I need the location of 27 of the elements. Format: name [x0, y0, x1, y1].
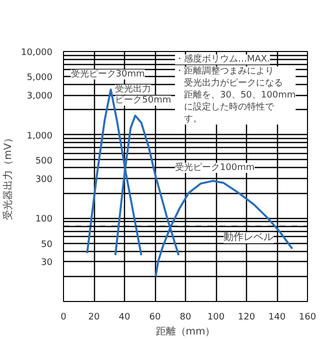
annotation: 受光ピーク100mm: [174, 162, 255, 173]
x-tick-label: 80: [180, 312, 192, 322]
y-tick-label: 50: [41, 240, 53, 250]
y-tick-label: 5,000: [26, 73, 53, 84]
y-axis-title: 受光器出力（mV）: [2, 133, 14, 220]
x-tick-label: 40: [118, 312, 130, 322]
y-tick-label: 100: [35, 214, 53, 225]
y-tick-label: 3,000: [26, 92, 53, 102]
annotation: ・感度ボリウム…MAX.: [175, 54, 270, 64]
annotation: ピーク50mm: [115, 94, 172, 106]
annotation: 受光ピーク30mm: [70, 68, 145, 80]
y-tick-label: 10,000: [21, 48, 53, 58]
ref-line-label: 動作レベル: [224, 232, 274, 244]
x-tick-label: 0: [60, 312, 67, 322]
y-tick-label: 30: [41, 258, 53, 268]
x-tick-label: 140: [268, 312, 286, 322]
annotation: ・距離調整つまみにより受光出力がピークになる距離を、30、50、100mmに設定した時の特性です。: [175, 66, 296, 124]
annotation: 受光出力: [115, 84, 152, 95]
y-tick-label: 300: [35, 174, 53, 185]
x-axis-title: 距離（mm）: [156, 326, 216, 338]
x-tick-label: 60: [149, 312, 161, 322]
x-tick-label: 100: [207, 312, 225, 322]
x-tick-label: 20: [88, 312, 100, 322]
y-tick-label: 500: [35, 156, 53, 166]
x-tick-label: 120: [238, 312, 256, 322]
y-tick-label: 1,000: [26, 131, 53, 142]
x-tick-label: 160: [298, 312, 316, 322]
